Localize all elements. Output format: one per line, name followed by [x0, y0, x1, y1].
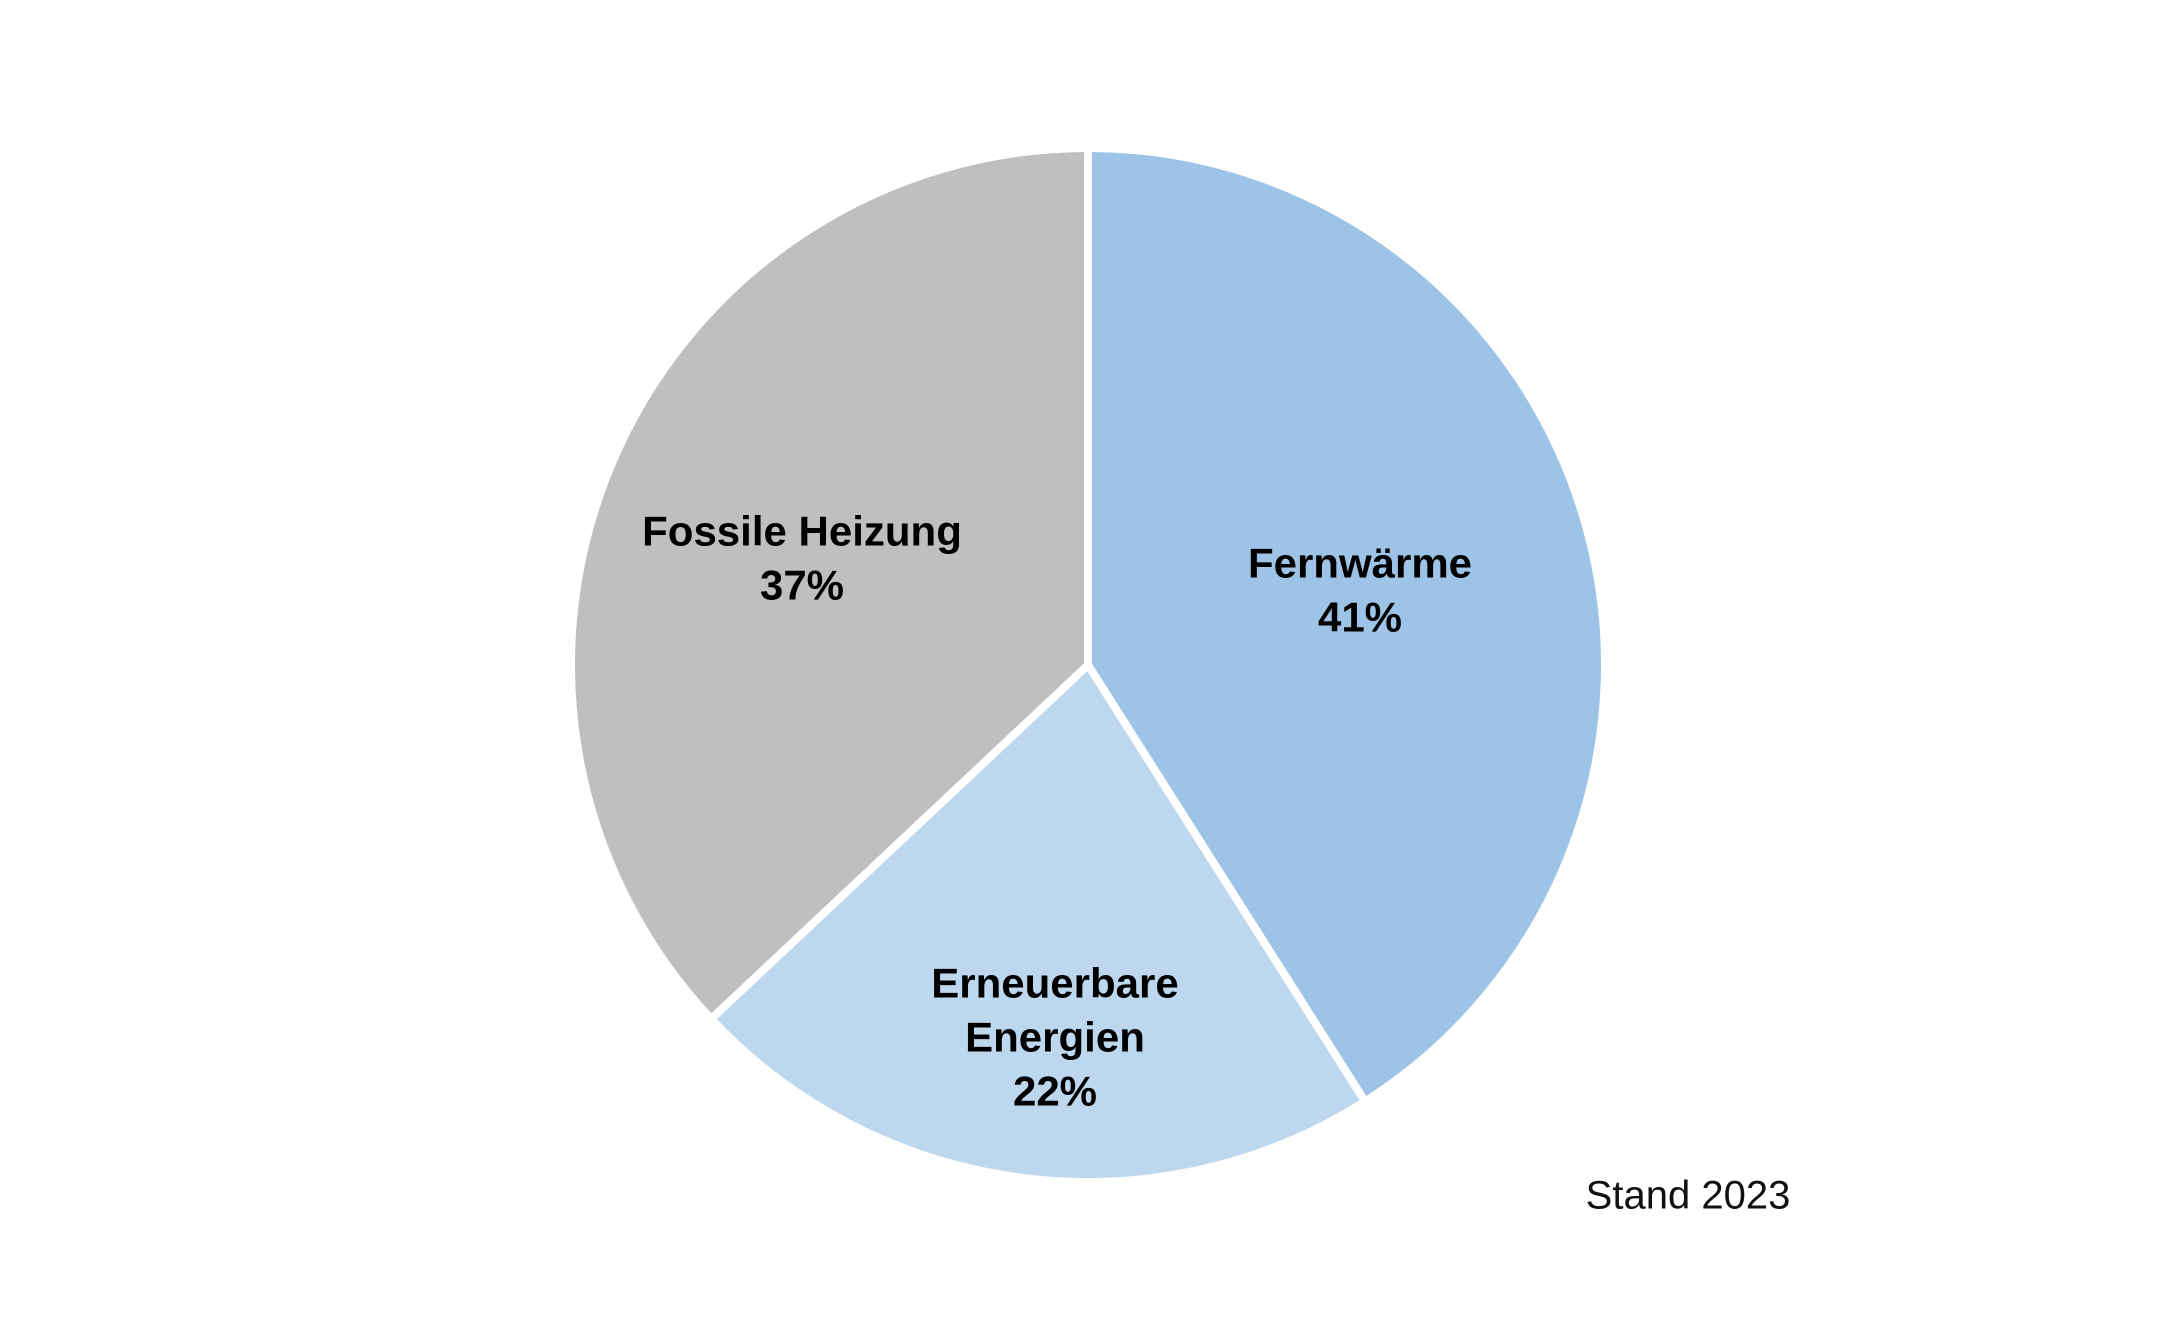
pie-slice-fossile-heizung	[567, 144, 1092, 1023]
pie-slice-erneuerbare-energien	[707, 661, 1370, 1186]
footnote-stand: Stand 2023	[1585, 1173, 1791, 1218]
